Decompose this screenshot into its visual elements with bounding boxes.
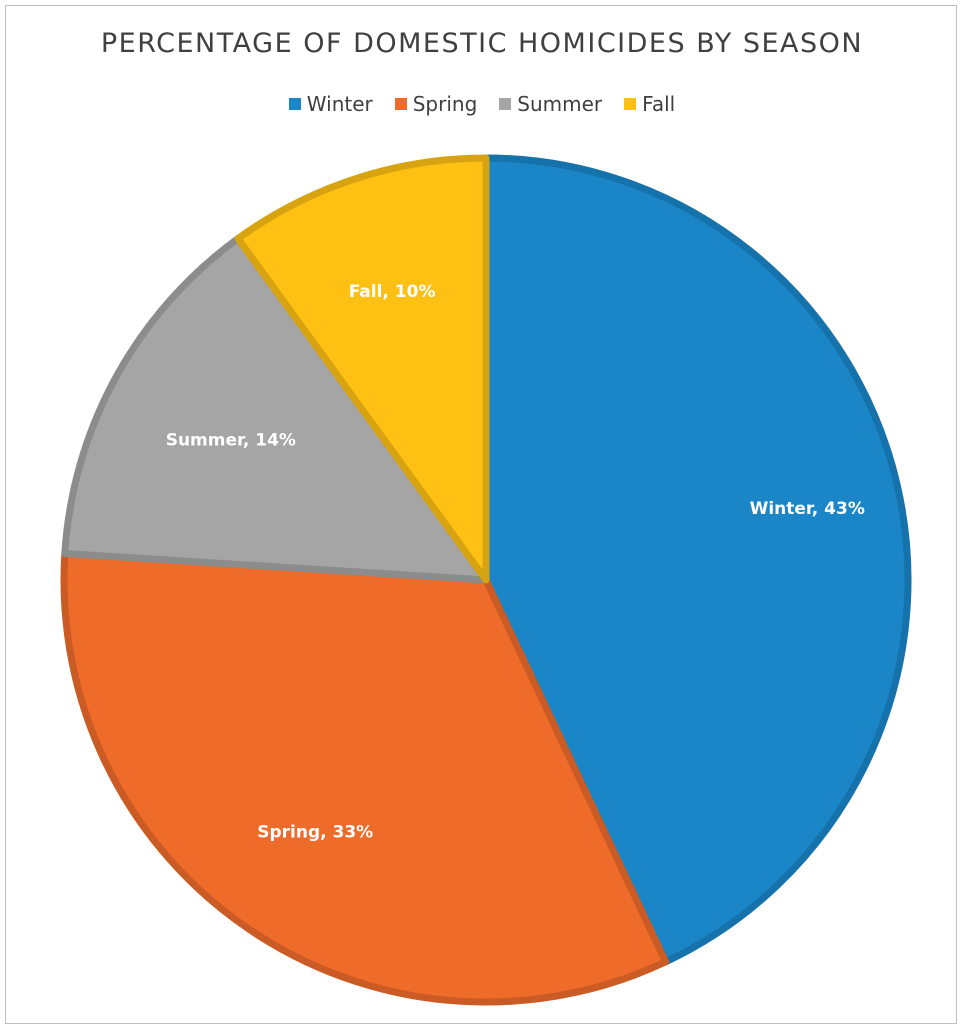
- legend-item-spring: Spring: [394, 92, 478, 116]
- pie-slice-summer: [61, 235, 490, 584]
- data-label-summer: Summer, 14%: [166, 431, 296, 451]
- chart-legend: Winter Spring Summer Fall: [0, 92, 964, 116]
- legend-label-winter: Winter: [306, 92, 373, 116]
- pie-data-labels: Winter, 43% Spring, 33% Summer, 14% Fall, 1…: [166, 282, 865, 842]
- pie-slice-winter: [482, 154, 912, 966]
- legend-item-winter: Winter: [288, 92, 373, 116]
- legend-swatch-summer: [499, 98, 512, 110]
- legend-swatch-winter: [288, 98, 301, 110]
- pie-slices: [60, 154, 912, 1006]
- legend-swatch-fall: [624, 98, 637, 110]
- data-label-fall: Fall, 10%: [349, 282, 436, 302]
- legend-label-fall: Fall: [642, 92, 676, 116]
- legend-item-fall: Fall: [624, 92, 675, 116]
- data-label-winter: Winter, 43%: [750, 499, 865, 519]
- pie-slice-spring: [60, 550, 670, 1006]
- legend-swatch-spring: [394, 98, 407, 110]
- chart-title: PERCENTAGE OF DOMESTIC HOMICIDES BY SEAS…: [100, 28, 864, 59]
- data-label-spring: Spring, 33%: [257, 822, 373, 842]
- pie-slice-fall: [234, 154, 490, 584]
- legend-label-spring: Spring: [412, 92, 478, 116]
- legend-label-summer: Summer: [517, 92, 603, 116]
- legend-item-summer: Summer: [499, 92, 602, 116]
